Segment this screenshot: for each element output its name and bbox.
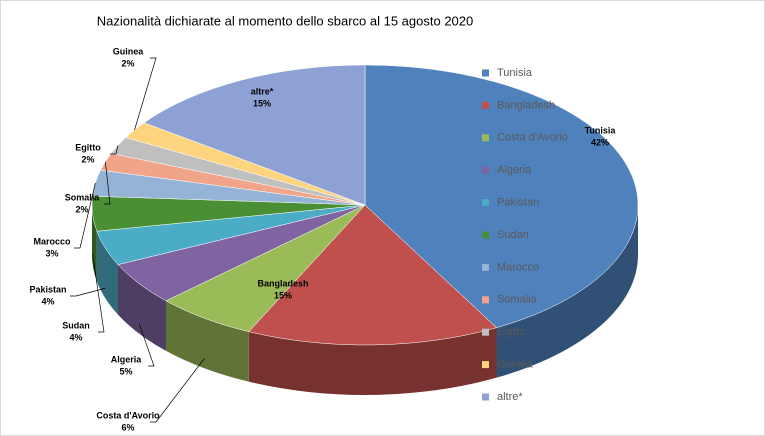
legend-swatch bbox=[482, 328, 489, 336]
leader-line bbox=[138, 323, 155, 367]
legend-swatch bbox=[482, 263, 489, 271]
legend-swatch bbox=[482, 296, 489, 304]
slice-side bbox=[496, 205, 638, 378]
legend-label: Sudan bbox=[497, 229, 529, 241]
leader-line bbox=[74, 183, 96, 249]
leader-line bbox=[92, 253, 105, 333]
leader-line bbox=[104, 161, 111, 205]
data-label: 42% bbox=[591, 137, 609, 147]
data-label-name: Guinea bbox=[113, 46, 145, 56]
data-label-name: Algeria bbox=[111, 354, 143, 364]
legend-label: Bangladesh bbox=[497, 99, 555, 111]
slice-side bbox=[117, 264, 166, 351]
data-label-name: Tunisia bbox=[585, 125, 617, 135]
legend-label: Marocco bbox=[497, 261, 539, 273]
legend-swatch bbox=[482, 231, 489, 239]
slice bbox=[364, 64, 639, 328]
data-label: 2% bbox=[81, 154, 94, 164]
data-label-name: Sudan bbox=[62, 320, 90, 330]
legend-swatch bbox=[482, 69, 489, 77]
data-label-name: Marocco bbox=[33, 236, 71, 246]
leader-line bbox=[70, 287, 106, 297]
data-label-name: Costa d'Avorio bbox=[96, 410, 160, 420]
leader-line bbox=[134, 57, 157, 131]
data-label-name: Somalia bbox=[65, 192, 101, 202]
data-label: 6% bbox=[121, 422, 134, 432]
legend-label: Costa d'Avorio bbox=[497, 132, 568, 144]
data-label: 2% bbox=[75, 204, 88, 214]
slice bbox=[143, 64, 366, 206]
data-label: 5% bbox=[119, 366, 132, 376]
legend-label: Algeria bbox=[497, 164, 532, 176]
legend-label: Egitto bbox=[497, 326, 525, 338]
legend-label: Guinea bbox=[497, 359, 533, 371]
data-label: 2% bbox=[121, 58, 134, 68]
legend-swatch bbox=[482, 134, 489, 142]
slice-side bbox=[92, 205, 97, 282]
leader-line bbox=[110, 145, 119, 155]
slice-side bbox=[165, 300, 249, 382]
legend-swatch bbox=[482, 361, 489, 369]
data-label: 4% bbox=[69, 332, 82, 342]
slice-side bbox=[96, 231, 118, 315]
legend-label: altre* bbox=[497, 391, 523, 403]
slice bbox=[248, 204, 498, 346]
slice-side bbox=[248, 327, 497, 395]
legend-swatch bbox=[482, 393, 489, 401]
data-label-name: Egitto bbox=[75, 142, 101, 152]
leader-line bbox=[150, 358, 205, 423]
legend-swatch bbox=[482, 101, 489, 109]
data-label: 4% bbox=[41, 296, 54, 306]
legend-swatch bbox=[482, 199, 489, 207]
data-label-name: Bangladesh bbox=[257, 278, 308, 288]
data-label-name: Pakistan bbox=[29, 284, 66, 294]
legend-label: Tunisia bbox=[497, 67, 533, 79]
legend-label: Pakistan bbox=[497, 197, 539, 209]
legend-label: Somalia bbox=[497, 294, 538, 306]
legend-swatch bbox=[482, 166, 489, 174]
data-label: 15% bbox=[274, 290, 292, 300]
data-label: 15% bbox=[253, 98, 271, 108]
data-label: 3% bbox=[45, 248, 58, 258]
chart-title: Nazionalità dichiarate al momento dello … bbox=[97, 13, 474, 28]
data-label-name: altre* bbox=[251, 86, 274, 96]
